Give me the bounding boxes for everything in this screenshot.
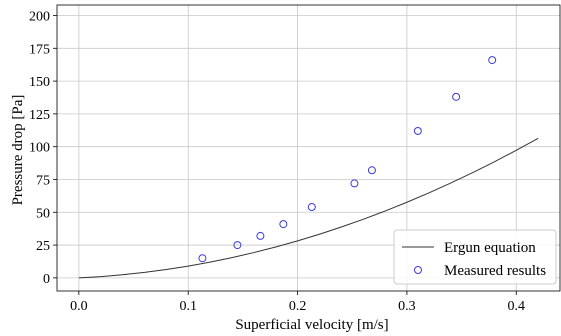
y-tick-label: 200	[29, 9, 50, 24]
y-tick-label: 125	[29, 108, 50, 123]
y-tick-label: 150	[29, 75, 50, 90]
legend-entry-ergun: Ergun equation	[444, 240, 536, 256]
ergun-equation-line	[78, 137, 539, 279]
measured-point	[198, 254, 207, 263]
measured-point	[256, 231, 265, 240]
measured-points	[198, 56, 497, 263]
measured-point	[307, 203, 316, 212]
y-tick-label: 75	[36, 173, 50, 188]
plot-frame	[56, 4, 561, 292]
legend: Ergun equation Measured results	[393, 229, 557, 285]
measured-point	[413, 126, 422, 135]
grid-lines	[57, 5, 560, 291]
x-tick-label: 0.1	[179, 299, 197, 314]
y-tick-label: 0	[43, 272, 50, 287]
x-axis-label: Superficial velocity [m/s]	[235, 317, 388, 333]
y-axis-label: Pressure drop [Pa]	[10, 95, 26, 206]
x-tick-label: 0.4	[508, 299, 526, 314]
axis-ticks: 0.0 0.1 0.2 0.3 0.4 0 25 50 75 100 125 150 175 200	[29, 9, 525, 314]
measured-point	[233, 241, 242, 250]
legend-box	[393, 229, 557, 285]
x-tick-label: 0.3	[398, 299, 416, 314]
y-tick-label: 25	[36, 239, 50, 254]
legend-entry-measured: Measured results	[444, 263, 546, 279]
y-tick-label: 175	[29, 42, 50, 57]
measured-point	[279, 220, 288, 229]
measured-point	[350, 179, 359, 188]
x-tick-label: 0.0	[70, 299, 88, 314]
legend-marker-swatch	[414, 266, 422, 274]
x-tick-label: 0.2	[289, 299, 307, 314]
y-tick-label: 100	[29, 141, 50, 156]
measured-point	[452, 92, 461, 101]
measured-point	[488, 56, 497, 65]
measured-point	[367, 166, 376, 175]
y-tick-label: 50	[36, 206, 50, 221]
